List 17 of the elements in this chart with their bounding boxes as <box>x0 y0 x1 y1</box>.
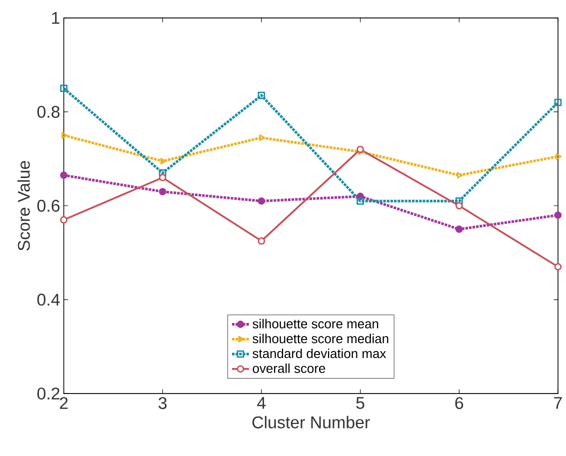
x-tick-label: 7 <box>554 396 562 409</box>
legend-label: standard deviation max <box>252 348 386 358</box>
x-axis-title: Cluster Number <box>252 416 370 428</box>
y-axis-title: Score Value <box>17 160 30 250</box>
legend-label: silhouette score mean <box>252 318 378 328</box>
y-tick-label: 1 <box>52 12 60 24</box>
y-tick-label: 0.2 <box>37 387 60 400</box>
x-tick-label: 6 <box>455 396 464 409</box>
x-tick-label: 5 <box>356 396 364 409</box>
legend-label: silhouette score median <box>252 334 388 344</box>
x-tick-label: 3 <box>158 396 167 409</box>
y-tick-label: 0.4 <box>37 293 60 306</box>
y-tick-label: 0.6 <box>37 200 60 212</box>
x-tick-label: 2 <box>60 396 68 409</box>
legend-label: overall score <box>252 363 326 373</box>
x-tick-label: 4 <box>257 396 266 409</box>
y-tick-label: 0.8 <box>37 106 60 118</box>
